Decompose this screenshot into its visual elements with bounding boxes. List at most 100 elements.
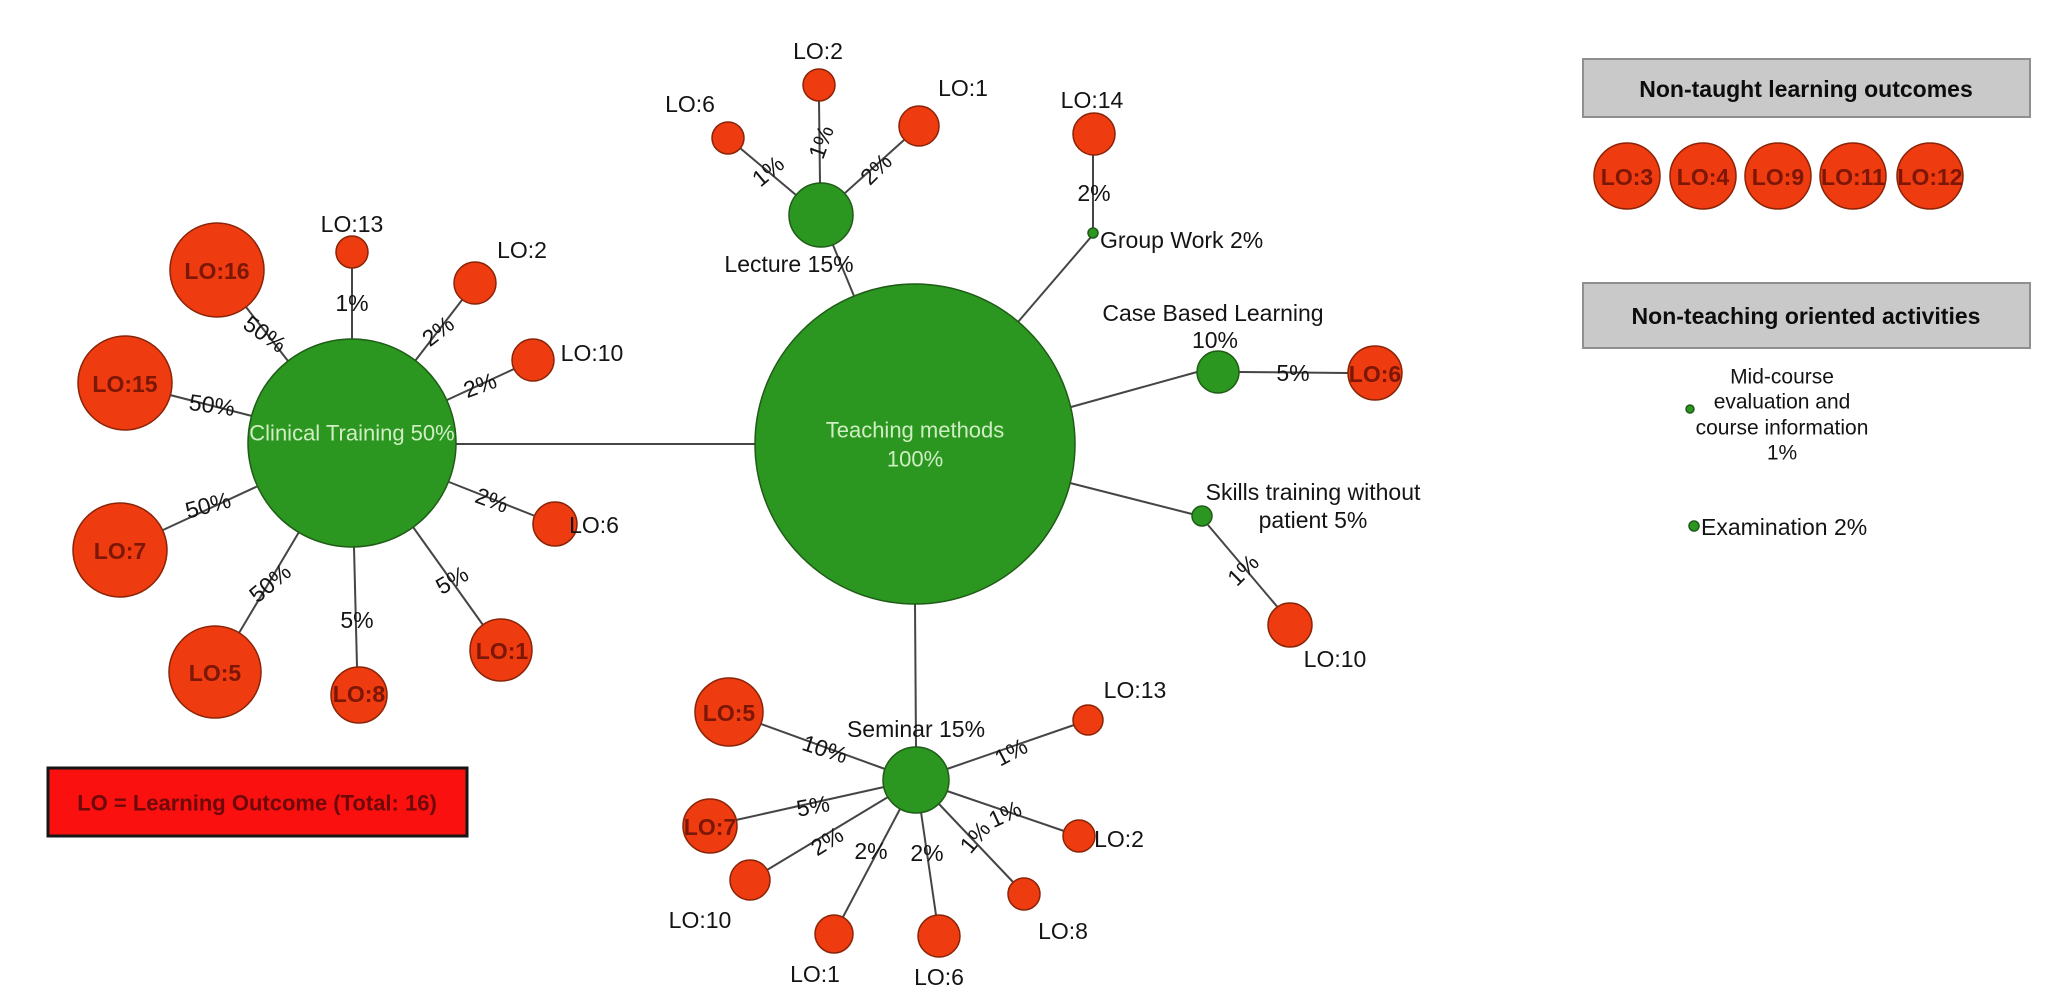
lecture-lo2-node <box>802 68 836 102</box>
mid-course-line2: evaluation and <box>1714 391 1851 414</box>
clinical-lo13-label: LO:13 <box>321 211 384 237</box>
seminar-lo10-pct: 2% <box>806 821 848 861</box>
edge-teaching-cbl <box>1070 371 1198 408</box>
mid-course-line3: course information <box>1696 417 1869 440</box>
edge-teaching-skills <box>1069 482 1193 515</box>
clinical-lo13-node <box>335 235 369 269</box>
edge-clinical-lo15 <box>169 394 253 417</box>
seminar-lo1-label: LO:1 <box>790 961 840 987</box>
clinical-lo6-node <box>532 501 578 547</box>
case-based-learning-node <box>1196 350 1240 394</box>
edge-skills-lo10 <box>1207 524 1281 611</box>
clinical-lo8-node <box>330 666 388 724</box>
seminar-lo5-pct: 10% <box>799 730 851 769</box>
group-work-lo14-label: LO:14 <box>1061 87 1124 113</box>
clinical-lo7-node <box>72 502 168 598</box>
edge-lecture-lo2 <box>818 100 821 184</box>
seminar-lo13-node <box>1072 704 1104 736</box>
group-work-lo14-pct: 2% <box>1077 180 1110 206</box>
clinical-lo10-pct: 2% <box>460 367 500 403</box>
group-work-label: Group Work 2% <box>1100 227 1263 253</box>
skills-training-title-line2: patient 5% <box>1259 507 1368 533</box>
edge-teaching-lecture <box>832 244 855 297</box>
edge-seminar-lo7 <box>735 786 885 821</box>
edge-seminar-lo2 <box>946 790 1065 832</box>
edge-seminar-lo5 <box>760 723 886 770</box>
lecture-node <box>788 182 854 248</box>
clinical-lo7-label: LO:7 <box>94 538 146 564</box>
non-taught-lo11-label: LO:11 <box>1821 164 1885 190</box>
seminar-label: Seminar 15% <box>847 716 985 742</box>
legend-box <box>46 766 469 838</box>
clinical-lo6-label: LO:6 <box>569 512 619 538</box>
lecture-lo1-node <box>898 105 940 147</box>
seminar-lo2-label: LO:2 <box>1094 826 1144 852</box>
edge-seminar-lo13 <box>946 724 1075 770</box>
cbl-lo6-pct: 5% <box>1276 360 1309 386</box>
clinical-lo10-node <box>511 338 555 382</box>
legend-text: LO = Learning Outcome (Total: 16) <box>77 791 437 816</box>
seminar-lo2-pct: 1% <box>984 795 1025 833</box>
edge-seminar-lo10 <box>766 796 889 871</box>
examination-dot <box>1688 520 1700 532</box>
non-taught-lo9-node <box>1744 142 1812 210</box>
skills-training-title-line1: Skills training without <box>1206 479 1421 505</box>
edge-clinical-lo1 <box>412 526 484 626</box>
non-taught-lo9-label: LO:9 <box>1752 164 1804 190</box>
seminar-lo8-node <box>1007 877 1041 911</box>
lecture-lo6-label: LO:6 <box>665 91 715 117</box>
teaching-methods-label-line2: 100% <box>887 447 943 472</box>
edge-clinical-lo10 <box>446 368 515 401</box>
seminar-lo6-node <box>917 914 961 958</box>
clinical-lo16-node <box>169 222 265 318</box>
clinical-lo2-node <box>453 261 497 305</box>
edge-clinical-lo7 <box>162 485 259 531</box>
lecture-lo2-pct: 1% <box>803 122 839 162</box>
clinical-lo16-label: LO:16 <box>184 258 249 284</box>
non-taught-header-box <box>1582 58 2031 118</box>
lecture-lo2-label: LO:2 <box>793 38 843 64</box>
lecture-lo1-pct: 2% <box>855 148 897 190</box>
edge-clinical-lo6 <box>448 481 536 517</box>
edge-seminar-lo1 <box>842 808 901 918</box>
mid-course-line1: Mid-course <box>1730 366 1834 389</box>
seminar-lo13-label: LO:13 <box>1104 677 1167 703</box>
non-taught-lo3-label: LO:3 <box>1601 164 1653 190</box>
lecture-lo6-pct: 1% <box>747 150 789 191</box>
edge-seminar-lo6 <box>920 811 937 916</box>
clinical-lo1-label: LO:1 <box>476 638 529 664</box>
clinical-lo8-pct: 5% <box>340 607 373 633</box>
seminar-lo6-label: LO:6 <box>914 964 964 990</box>
skills-lo10-node <box>1267 602 1313 648</box>
skills-training-node <box>1191 505 1213 527</box>
clinical-lo2-label: LO:2 <box>497 237 547 263</box>
non-teaching-header-title: Non-teaching oriented activities <box>1632 303 1981 329</box>
edge-lecture-lo6 <box>739 147 797 196</box>
seminar-lo6-pct: 2% <box>910 840 943 866</box>
non-taught-lo3-node <box>1593 142 1661 210</box>
seminar-lo7-node <box>682 798 738 854</box>
edge-cbl-lo6 <box>1238 371 1349 374</box>
case-based-learning-pct: 10% <box>1192 327 1238 353</box>
non-taught-lo11-node <box>1819 142 1887 210</box>
lecture-lo1-label: LO:1 <box>938 75 988 101</box>
edge-clinical-lo16 <box>245 306 289 362</box>
non-teaching-header-box <box>1582 282 2031 349</box>
seminar-lo10-label: LO:10 <box>669 907 732 933</box>
clinical-lo2-pct: 2% <box>417 311 459 352</box>
edge-clinical-lo5 <box>238 531 300 634</box>
cbl-lo6-node <box>1347 345 1403 401</box>
lecture-lo6-node <box>711 121 745 155</box>
cbl-lo6-label: LO:6 <box>1349 361 1401 387</box>
clinical-lo6-pct: 2% <box>472 482 512 518</box>
seminar-lo13-pct: 1% <box>990 733 1032 772</box>
lecture-label: Lecture 15% <box>724 251 853 277</box>
clinical-lo1-pct: 5% <box>431 560 473 599</box>
clinical-training-node <box>247 338 457 548</box>
clinical-lo5-pct: 50% <box>244 558 296 608</box>
clinical-lo5-label: LO:5 <box>189 660 242 686</box>
group-work-lo14-node <box>1072 112 1116 156</box>
examination-label: Examination 2% <box>1701 514 1867 540</box>
seminar-node <box>882 746 950 814</box>
